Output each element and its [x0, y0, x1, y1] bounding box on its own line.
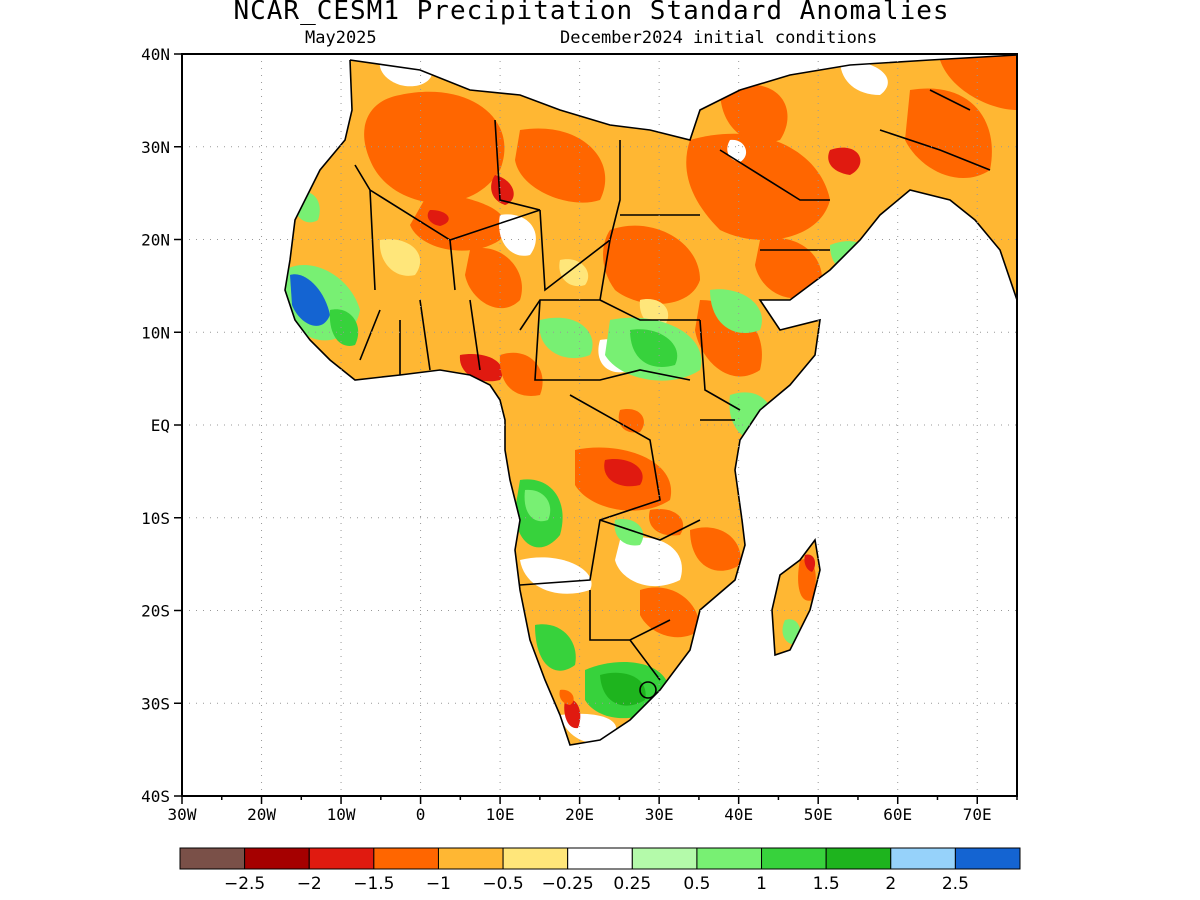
colorbar-swatch — [761, 847, 827, 870]
colorbar-swatch — [437, 847, 504, 870]
forecast-month: May2025 — [305, 28, 377, 48]
colorbar-label: 2.5 — [942, 874, 969, 894]
colorbar-label: −0.25 — [542, 874, 594, 894]
colorbar-labels: −2.5 −2 −1.5 −1 −0.5 −0.25 0.25 0.5 1 1.5 2 2.5 — [224, 874, 969, 894]
colorbar-label: 1 — [756, 874, 767, 894]
lat-tick-label: 20N — [141, 231, 170, 250]
lon-tick-label: 50E — [804, 805, 833, 824]
colorbar-swatch — [631, 847, 698, 870]
lon-tick-label: 70E — [963, 805, 992, 824]
lat-tick-label: 30S — [141, 694, 170, 713]
colorbar-label: 1.5 — [813, 874, 840, 894]
lon-tick-label: 60E — [883, 805, 912, 824]
colorbar-label: −0.5 — [482, 874, 523, 894]
colorbar-label: −1 — [426, 874, 451, 894]
colorbar-swatch — [308, 847, 375, 870]
colorbar-label: −1.5 — [353, 874, 394, 894]
lat-tick-label: 40S — [141, 787, 170, 806]
colorbar-swatch — [890, 847, 956, 870]
longitude-labels: 30W 20W 10W 0 10E 20E 30E 40E 50E 60E 70E — [168, 805, 992, 824]
colorbar-label: 0.25 — [613, 874, 651, 894]
colorbar-swatch — [244, 847, 310, 870]
colorbar-swatch — [954, 847, 1021, 870]
colorbar-swatch — [696, 847, 763, 870]
lat-tick-label: EQ — [151, 416, 170, 435]
lon-tick-label: 40E — [724, 805, 753, 824]
initial-conditions-label: December2024 initial conditions — [560, 28, 878, 48]
colorbar-swatch — [567, 847, 633, 870]
lon-tick-label: 10E — [486, 805, 515, 824]
latitude-labels: 40N 30N 20N 10N EQ 10S 20S 30S 40S — [141, 45, 170, 806]
lon-tick-label: 30W — [168, 805, 197, 824]
axis-ticks — [174, 53, 1018, 804]
colorbar — [179, 847, 1021, 870]
colorbar-swatch — [502, 847, 569, 870]
lat-tick-label: 10N — [141, 323, 170, 342]
colorbar-swatch — [373, 847, 439, 870]
lat-tick-label: 40N — [141, 45, 170, 64]
lat-tick-label: 10S — [141, 509, 170, 528]
lat-tick-label: 20S — [141, 602, 170, 621]
colorbar-label: 0.5 — [683, 874, 710, 894]
lon-tick-label: 0 — [416, 805, 426, 824]
colorbar-swatch — [179, 847, 246, 870]
land-anomaly-layer — [285, 55, 1017, 745]
colorbar-label: −2.5 — [224, 874, 265, 894]
lon-tick-label: 20W — [247, 805, 276, 824]
lon-tick-label: 30E — [645, 805, 674, 824]
colorbar-swatch — [825, 847, 892, 870]
lon-tick-label: 20E — [565, 805, 594, 824]
lon-tick-label: 10W — [327, 805, 356, 824]
map-gridlines — [182, 54, 1017, 796]
chart-title: NCAR_CESM1 Precipitation Standard Anomal… — [233, 0, 950, 26]
colorbar-label: 2 — [885, 874, 896, 894]
lat-tick-label: 30N — [141, 138, 170, 157]
colorbar-label: −2 — [297, 874, 322, 894]
